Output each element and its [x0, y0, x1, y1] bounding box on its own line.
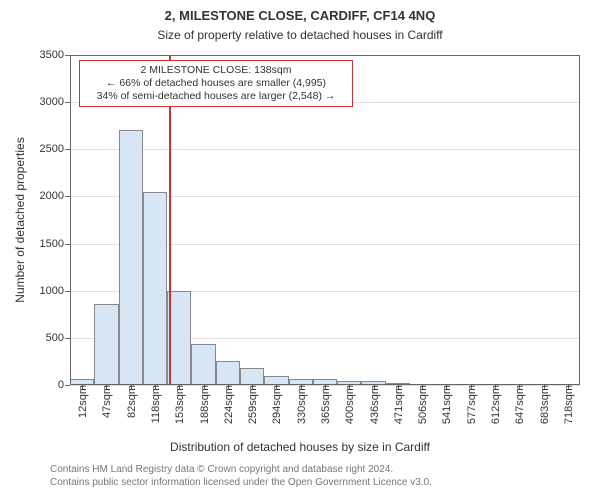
histogram-bar [264, 376, 288, 385]
xtick-label: 683sqm [537, 385, 551, 424]
info-line-2: ← 66% of detached houses are smaller (4,… [86, 77, 346, 90]
ytick-label: 500 [46, 332, 70, 344]
xtick-label: 188sqm [197, 385, 211, 424]
xtick-label: 577sqm [464, 385, 478, 424]
xtick-label: 153sqm [172, 385, 186, 424]
footer-line-1: Contains HM Land Registry data © Crown c… [50, 463, 600, 476]
histogram-bar [216, 361, 240, 386]
histogram-bar [191, 344, 215, 385]
xtick-label: 647sqm [512, 385, 526, 424]
xtick-label: 224sqm [221, 385, 235, 424]
xtick-label: 365sqm [318, 385, 332, 424]
xtick-label: 47sqm [99, 385, 113, 418]
chart-container: 2, MILESTONE CLOSE, CARDIFF, CF14 4NQ Si… [0, 0, 600, 500]
ytick-label: 2500 [40, 143, 70, 155]
xtick-label: 506sqm [415, 385, 429, 424]
x-axis-label: Distribution of detached houses by size … [0, 440, 600, 454]
xtick-label: 259sqm [245, 385, 259, 424]
histogram-bar [240, 368, 264, 385]
ytick-label: 1500 [40, 238, 70, 250]
ytick-label: 1000 [40, 285, 70, 297]
xtick-label: 12sqm [75, 385, 89, 418]
gridline [70, 149, 580, 150]
histogram-bar [94, 304, 118, 385]
xtick-label: 330sqm [294, 385, 308, 424]
ytick-label: 2000 [40, 190, 70, 202]
xtick-label: 471sqm [391, 385, 405, 424]
xtick-label: 436sqm [367, 385, 381, 424]
gridline [70, 55, 580, 56]
chart-title: 2, MILESTONE CLOSE, CARDIFF, CF14 4NQ [0, 8, 600, 23]
xtick-label: 118sqm [148, 385, 162, 423]
xtick-label: 400sqm [342, 385, 356, 424]
y-axis-label: Number of detached properties [13, 137, 27, 302]
info-line-1: 2 MILESTONE CLOSE: 138sqm [86, 64, 346, 77]
info-box: 2 MILESTONE CLOSE: 138sqm ← 66% of detac… [79, 60, 353, 107]
chart-subtitle: Size of property relative to detached ho… [0, 28, 600, 42]
info-line-3: 34% of semi-detached houses are larger (… [86, 90, 346, 103]
xtick-label: 294sqm [269, 385, 283, 424]
xtick-label: 82sqm [124, 385, 138, 418]
ytick-label: 0 [58, 379, 70, 391]
ytick-label: 3000 [40, 96, 70, 108]
footer-line-2: Contains public sector information licen… [50, 476, 600, 489]
xtick-label: 541sqm [439, 385, 453, 424]
histogram-bar [143, 192, 167, 385]
histogram-bar [119, 130, 143, 385]
ytick-label: 3500 [40, 49, 70, 61]
footer: Contains HM Land Registry data © Crown c… [0, 463, 600, 489]
xtick-label: 612sqm [488, 385, 502, 424]
xtick-label: 718sqm [561, 385, 575, 424]
